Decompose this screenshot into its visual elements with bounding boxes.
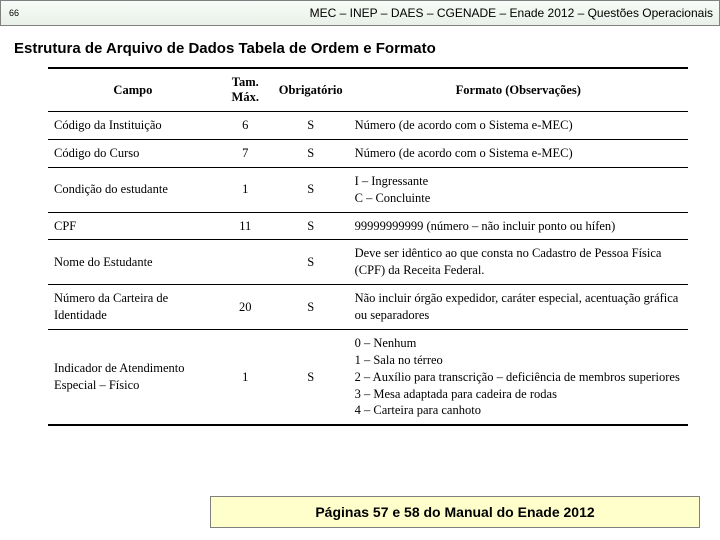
table-row: Indicador de Atendimento Especial – Físi… — [48, 329, 688, 425]
cell-tam — [218, 240, 273, 285]
cell-tam: 1 — [218, 167, 273, 212]
header-bar: 66 MEC – INEP – DAES – CGENADE – Enade 2… — [0, 0, 720, 26]
page-title: Estrutura de Arquivo de Dados Tabela de … — [14, 40, 720, 57]
cell-tam: 7 — [218, 139, 273, 167]
data-table: Campo Tam. Máx. Obrigatório Formato (Obs… — [48, 67, 688, 426]
cell-formato: 99999999999 (número – não incluir ponto … — [349, 212, 688, 240]
cell-campo: Código da Instituição — [48, 112, 218, 140]
col-campo: Campo — [48, 68, 218, 112]
cell-tam: 1 — [218, 329, 273, 425]
cell-tam: 11 — [218, 212, 273, 240]
footer-note: Páginas 57 e 58 do Manual do Enade 2012 — [210, 496, 700, 528]
breadcrumb: MEC – INEP – DAES – CGENADE – Enade 2012… — [310, 6, 713, 20]
cell-formato: Deve ser idêntico ao que consta no Cadas… — [349, 240, 688, 285]
cell-formato: Não incluir órgão expedidor, caráter esp… — [349, 285, 688, 330]
cell-campo: CPF — [48, 212, 218, 240]
table-row: CPF11S99999999999 (número – não incluir … — [48, 212, 688, 240]
table-row: Código do Curso7SNúmero (de acordo com o… — [48, 139, 688, 167]
table-row: Condição do estudante1SI – IngressanteC … — [48, 167, 688, 212]
cell-campo: Nome do Estudante — [48, 240, 218, 285]
cell-obrig: S — [273, 212, 349, 240]
table-row: Nome do Estudante SDeve ser idêntico ao q… — [48, 240, 688, 285]
cell-campo: Indicador de Atendimento Especial – Físi… — [48, 329, 218, 425]
cell-obrig: S — [273, 240, 349, 285]
table-container: Campo Tam. Máx. Obrigatório Formato (Obs… — [48, 67, 700, 426]
slide-number: 66 — [9, 8, 19, 18]
cell-formato: 0 – Nenhum1 – Sala no térreo2 – Auxílio … — [349, 329, 688, 425]
col-tam: Tam. Máx. — [218, 68, 273, 112]
cell-formato: I – IngressanteC – Concluinte — [349, 167, 688, 212]
cell-tam: 6 — [218, 112, 273, 140]
cell-campo: Código do Curso — [48, 139, 218, 167]
col-formato: Formato (Observações) — [349, 68, 688, 112]
cell-tam: 20 — [218, 285, 273, 330]
cell-obrig: S — [273, 112, 349, 140]
col-obrig: Obrigatório — [273, 68, 349, 112]
table-row: Código da Instituição6SNúmero (de acordo… — [48, 112, 688, 140]
cell-obrig: S — [273, 285, 349, 330]
cell-obrig: S — [273, 167, 349, 212]
cell-campo: Condição do estudante — [48, 167, 218, 212]
cell-obrig: S — [273, 329, 349, 425]
cell-obrig: S — [273, 139, 349, 167]
cell-formato: Número (de acordo com o Sistema e-MEC) — [349, 112, 688, 140]
cell-formato: Número (de acordo com o Sistema e-MEC) — [349, 139, 688, 167]
table-header-row: Campo Tam. Máx. Obrigatório Formato (Obs… — [48, 68, 688, 112]
cell-campo: Número da Carteira de Identidade — [48, 285, 218, 330]
table-row: Número da Carteira de Identidade20SNão i… — [48, 285, 688, 330]
